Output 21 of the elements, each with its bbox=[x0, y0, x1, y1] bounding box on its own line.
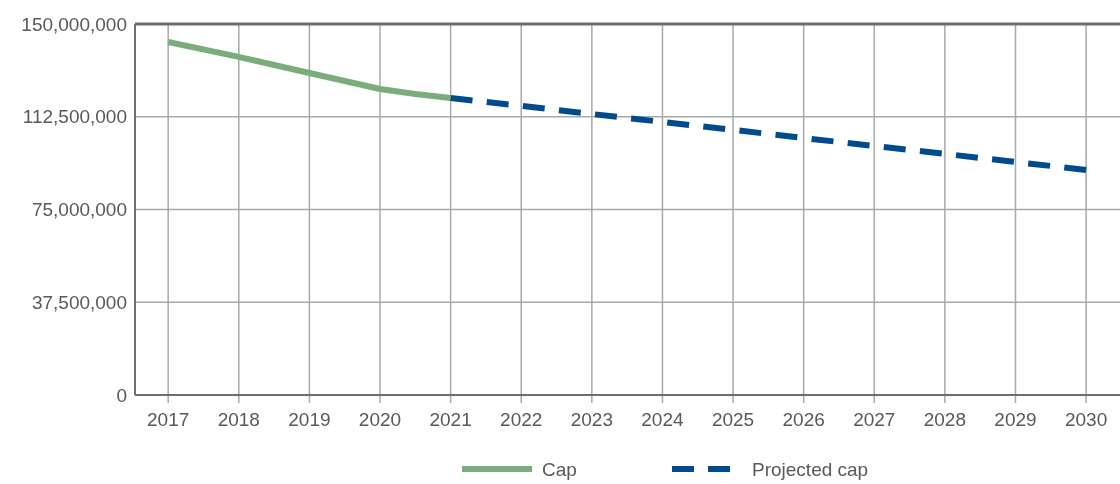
y-tick-label: 37,500,000 bbox=[31, 291, 127, 313]
x-tick-label: 2025 bbox=[711, 409, 755, 430]
x-tick-label: 2021 bbox=[429, 409, 472, 430]
x-tick-label: 2028 bbox=[923, 409, 967, 430]
legend-label: Cap bbox=[542, 458, 577, 480]
x-tick-label: 2024 bbox=[641, 409, 685, 430]
x-tick-label: 2020 bbox=[358, 409, 402, 430]
x-tick-label: 2018 bbox=[217, 409, 260, 430]
x-tick-label: 2026 bbox=[782, 409, 825, 430]
legend-label: Projected cap bbox=[752, 458, 869, 480]
y-tick-label: 112,500,000 bbox=[22, 106, 127, 128]
x-tick-label: 2022 bbox=[500, 409, 543, 430]
y-tick-label: 0 bbox=[116, 384, 127, 406]
y-tick-label: 75,000,000 bbox=[31, 199, 127, 221]
x-tick-label: 2030 bbox=[1064, 409, 1108, 430]
x-tick-label: 2017 bbox=[147, 409, 190, 430]
x-tick-label: 2027 bbox=[853, 409, 896, 430]
x-tick-label: 2029 bbox=[994, 409, 1037, 430]
y-tick-label: 150,000,000 bbox=[21, 13, 127, 35]
x-tick-label: 2023 bbox=[570, 409, 613, 430]
x-tick-label: 2019 bbox=[288, 409, 331, 430]
